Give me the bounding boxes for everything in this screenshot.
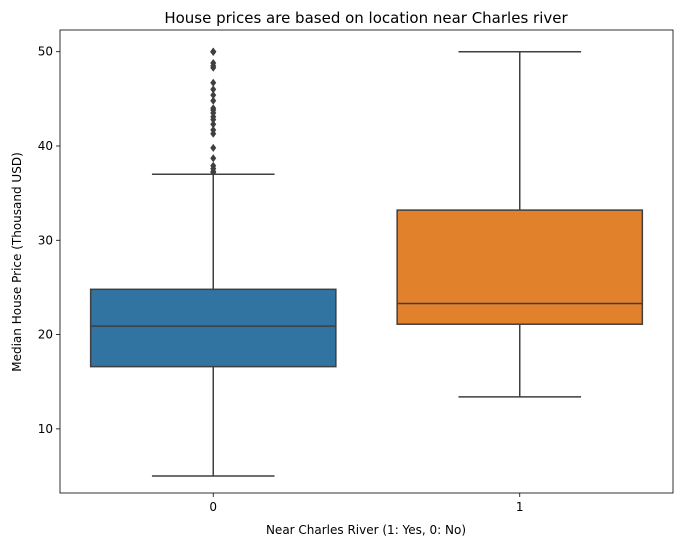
box-group-0: [89, 47, 337, 477]
boxes-layer: [89, 47, 644, 477]
outlier-point: [210, 91, 217, 100]
y-ticks: 10 20 30 40 50: [38, 45, 60, 436]
y-tick-label: 20: [38, 328, 53, 342]
outlier-point: [210, 47, 217, 56]
x-axis-label: Near Charles River (1: Yes, 0: No): [266, 523, 466, 537]
outlier-point: [210, 125, 217, 134]
y-tick-label: 50: [38, 45, 53, 59]
box-body: [89, 288, 337, 368]
outlier-point: [210, 143, 217, 152]
y-axis-label: Median House Price (Thousand USD): [10, 152, 24, 372]
outlier-point: [210, 59, 217, 68]
outlier-point: [210, 120, 217, 129]
outlier-point: [210, 154, 217, 163]
box-group-1: [396, 50, 644, 398]
outlier-point: [210, 104, 217, 113]
plot-frame: [59, 29, 674, 494]
y-tick-label: 10: [38, 422, 53, 436]
outlier-point: [210, 96, 217, 105]
y-tick-label: 40: [38, 139, 53, 153]
outlier-point: [210, 85, 217, 94]
box-body: [396, 209, 644, 325]
outlier-point: [210, 161, 217, 170]
outlier-point: [210, 78, 217, 87]
x-tick-label: 0: [209, 500, 217, 514]
y-tick-label: 30: [38, 233, 53, 247]
x-tick-label: 1: [516, 500, 524, 514]
chart-title: House prices are based on location near …: [164, 9, 568, 27]
